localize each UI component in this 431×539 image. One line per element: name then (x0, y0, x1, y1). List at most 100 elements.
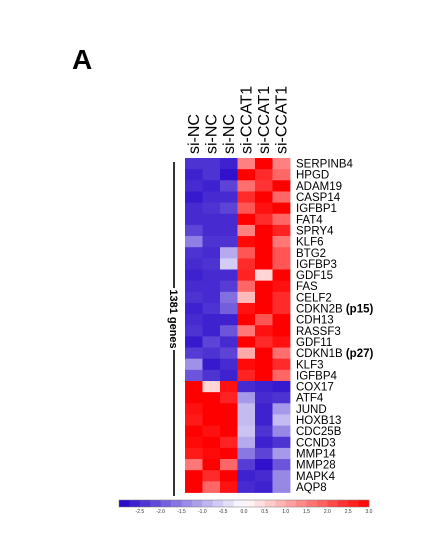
heatmap-cell (272, 314, 291, 326)
heatmap-cell (202, 269, 221, 282)
legend-border (118, 499, 370, 508)
heatmap-cell (272, 236, 291, 248)
heatmap-cell (255, 392, 273, 404)
gene-name: ATF4 (296, 393, 324, 405)
heatmap-cell (255, 224, 273, 237)
heatmap-cell (272, 213, 291, 226)
heatmap-cell (185, 381, 203, 393)
heatmap-cell (202, 414, 221, 426)
heatmap-cell (202, 481, 221, 493)
gene-name: CDKN1B (296, 348, 343, 360)
gene-name: HOXB13 (296, 415, 341, 427)
heatmap-cell (237, 191, 256, 203)
heatmap-cell (202, 191, 221, 203)
heatmap-cell (202, 392, 221, 404)
heatmap-cell (185, 459, 203, 471)
gene-label: COX17 (296, 382, 334, 394)
heatmap-cell (202, 202, 221, 215)
heatmap-cell (237, 481, 256, 493)
heatmap-cell (237, 392, 256, 404)
gene-label: SERPINB4 (296, 159, 353, 171)
heatmap-cell (202, 180, 221, 192)
panel-letter: A (72, 44, 93, 75)
gene-label: IGFBP4 (296, 370, 338, 382)
heatmap-cell (272, 347, 291, 360)
heatmap-cell (220, 158, 238, 170)
legend-segment (348, 500, 359, 507)
legend-tick-label: -2.0 (156, 509, 165, 515)
heatmap-cell (272, 224, 291, 237)
heatmap-cell (220, 425, 238, 438)
legend-tick-label: 0.0 (241, 509, 248, 515)
heatmap-cell (255, 180, 273, 192)
heatmap-cell (237, 247, 256, 259)
heatmap-cell (237, 258, 256, 270)
gene-label: IGFBP3 (296, 259, 337, 271)
heatmap-cell (272, 414, 291, 426)
heatmap-cell (237, 236, 256, 248)
legend-segment (212, 500, 224, 507)
heatmap-cell (202, 403, 221, 415)
heatmap-cell (185, 403, 203, 415)
legend-tick-label: 1.0 (282, 509, 289, 515)
legend-segment (160, 500, 172, 507)
legend-tick-label: -1.0 (198, 509, 207, 515)
heatmap-cell (202, 325, 221, 337)
sample-labels: si-NC si-NC si-NC si-CCAT1 si-CCAT1 si-CCAT1 (186, 86, 291, 154)
heatmap-cell (237, 280, 256, 293)
heatmap-cell (272, 180, 291, 192)
heatmap-cell (202, 280, 221, 293)
heatmap-cell (237, 403, 256, 415)
heatmap-cell (255, 314, 273, 326)
heatmap-cell (202, 314, 221, 326)
legend-segment (296, 500, 307, 507)
heatmap-cell (237, 169, 256, 181)
heatmap-cell (202, 236, 221, 248)
legend-segment (337, 500, 349, 507)
heatmap-cell (255, 325, 273, 337)
gene-name: HPGD (296, 170, 329, 182)
heatmap-cell (220, 258, 238, 270)
heatmap-cell (185, 158, 203, 170)
heatmap-cell (237, 336, 256, 348)
heatmap-cell (255, 258, 273, 270)
heatmap-cell (202, 158, 221, 170)
heatmap-cell (220, 381, 238, 393)
heatmap-cell (255, 269, 273, 282)
heatmap-cell (255, 302, 273, 315)
legend-segment (358, 500, 370, 507)
heatmap-cell (272, 325, 291, 337)
bracket-label-bg (166, 288, 182, 350)
heatmap-cell (202, 470, 221, 482)
heatmap-cell (255, 291, 273, 304)
gene-note: (p15) (343, 304, 374, 316)
gene-name: IGFBP4 (296, 370, 338, 382)
heatmap-cell (272, 436, 291, 449)
gene-label: BTG2 (296, 248, 326, 260)
heatmap-cell (237, 369, 256, 382)
legend-segment (191, 500, 203, 507)
heatmap-cell (220, 247, 238, 259)
heatmap-cell (185, 436, 203, 449)
heatmap-cell (220, 224, 238, 237)
heatmap-cell (202, 425, 221, 438)
heatmap-cell (272, 302, 291, 315)
heatmap-cell (272, 369, 291, 382)
heatmap-cell (185, 369, 203, 382)
heatmap-cell (185, 481, 203, 493)
gene-name: MMP14 (296, 448, 336, 460)
heatmap-cell (220, 392, 238, 404)
heatmap-cell (220, 447, 238, 460)
heatmap-cell (220, 436, 238, 449)
gene-label: IGFBP1 (296, 203, 337, 215)
legend-segment (119, 500, 130, 507)
gene-label: HPGD (296, 170, 329, 182)
heatmap-cell (220, 280, 238, 293)
heatmap-cell (272, 358, 291, 371)
heatmap-cell (255, 470, 273, 482)
gene-name: RASSF3 (296, 326, 341, 338)
heatmap-cell (272, 447, 291, 460)
gene-name: BTG2 (296, 248, 326, 260)
gene-label: KLF3 (296, 359, 324, 371)
